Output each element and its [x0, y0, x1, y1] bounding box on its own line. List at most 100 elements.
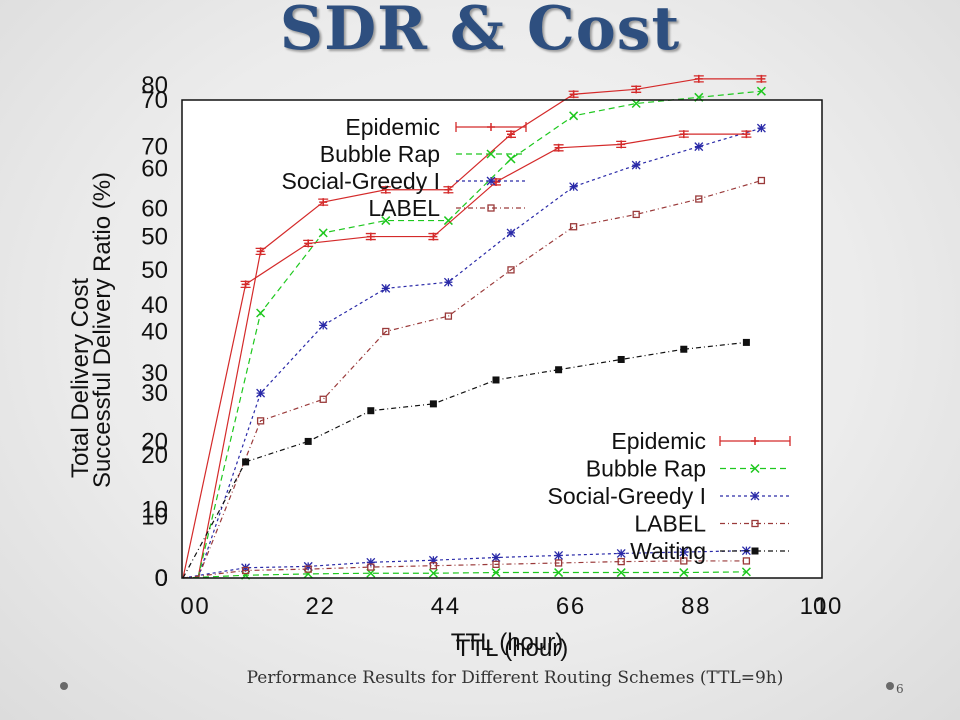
y-axis-label: Total Delivery Cost: [67, 278, 94, 478]
data-point: [742, 557, 751, 565]
x-tick-label: 10: [800, 593, 827, 620]
legend-swatch-marker: [487, 123, 495, 131]
data-point: [367, 563, 375, 571]
series-line: [182, 571, 747, 579]
x-tick-label: 4: [431, 593, 444, 620]
legend-swatch-marker: [486, 149, 496, 159]
data-point: [632, 210, 640, 219]
series-line: [197, 78, 762, 579]
data-point: [428, 568, 438, 578]
legend-swatch-cap: [719, 436, 791, 446]
data-point: [679, 568, 689, 578]
series-line: [182, 550, 747, 579]
data-point: [304, 565, 312, 573]
y-tick-label: 10: [141, 503, 168, 530]
data-point: [742, 338, 750, 346]
y-tick-label: 70: [141, 134, 168, 161]
data-point: [506, 228, 516, 238]
data-point: [680, 557, 688, 565]
series-line: [182, 133, 747, 579]
data-point: [569, 182, 579, 192]
y-tick-label: 40: [141, 292, 168, 319]
y-tick-label: 60: [141, 155, 168, 182]
legend-swatch-marker: [750, 491, 760, 501]
data-point: [304, 437, 312, 445]
data-point: [429, 562, 438, 570]
footer-dot-right: [886, 682, 894, 690]
data-point: [569, 223, 578, 231]
series-layer: [182, 74, 767, 580]
x-tick-label: 4: [446, 593, 459, 620]
x-tick-label: 10: [815, 593, 842, 620]
data-point: [366, 557, 376, 567]
y-tick-label: 50: [141, 224, 168, 251]
y-tick-label: 20: [141, 428, 168, 455]
data-point: [756, 123, 766, 133]
legend-label: Bubble Rap: [320, 141, 440, 167]
data-point: [631, 160, 641, 170]
y-tick-label: 0: [155, 565, 168, 592]
data-point: [741, 567, 751, 577]
data-point: [319, 395, 327, 403]
data-point: [617, 140, 626, 149]
data-point: [381, 216, 391, 226]
data-point: [366, 232, 375, 241]
series-line: [197, 90, 762, 579]
legend-label: Social-Greedy I: [281, 168, 440, 194]
data-point: [616, 568, 626, 578]
y-tick-label: 30: [141, 380, 168, 407]
legend-swatch-marker: [750, 463, 760, 474]
legend-swatch-marker: [487, 204, 495, 212]
legend-swatch-marker: [751, 437, 759, 445]
x-tick-label: 8: [681, 593, 694, 620]
data-point: [241, 566, 250, 575]
legend-swatch-marker: [486, 176, 496, 186]
y-tick-label: 30: [141, 360, 168, 387]
y-tick-label: 10: [141, 497, 168, 524]
data-point: [256, 247, 265, 256]
slide-title: SDR & Cost: [279, 0, 681, 64]
data-point: [429, 400, 437, 408]
legend-swatch-marker: [751, 547, 759, 555]
data-point: [492, 560, 500, 568]
data-point: [617, 557, 625, 566]
data-point: [318, 320, 328, 330]
data-point: [443, 277, 453, 287]
data-point: [554, 551, 564, 560]
y-axis-label: Successful Delivery Ratio (%): [89, 172, 116, 488]
legend-label: LABEL: [634, 511, 706, 537]
data-point: [616, 548, 626, 558]
data-point: [381, 185, 390, 194]
data-point: [318, 228, 328, 238]
x-tick-label: 0: [180, 593, 193, 620]
data-point: [757, 176, 766, 185]
data-point: [444, 312, 453, 320]
data-point: [554, 559, 563, 567]
data-point: [694, 74, 703, 83]
data-point: [256, 308, 266, 318]
data-point: [382, 327, 390, 336]
data-point: [492, 376, 500, 384]
legend-label: Bubble Rap: [586, 456, 706, 482]
data-point: [507, 130, 515, 139]
data-point: [554, 568, 564, 578]
y-tick-label: 20: [141, 442, 168, 469]
x-tick-label: 6: [556, 593, 569, 620]
data-point: [443, 216, 453, 226]
x-tick-label: 6: [571, 593, 584, 620]
legend-label: Epidemic: [345, 114, 440, 140]
data-point: [679, 130, 688, 139]
data-point: [555, 366, 563, 374]
data-point: [444, 185, 453, 194]
x-tick-label: 2: [321, 593, 334, 620]
series-line: [182, 341, 747, 579]
data-point: [617, 355, 625, 363]
x-axis-label: TTL (hour): [456, 635, 568, 662]
x-tick-label: 8: [696, 593, 709, 620]
footer-dot-left: [60, 682, 68, 690]
data-point: [757, 74, 766, 83]
series-line: [182, 560, 747, 579]
y-tick-label: 60: [141, 195, 168, 222]
